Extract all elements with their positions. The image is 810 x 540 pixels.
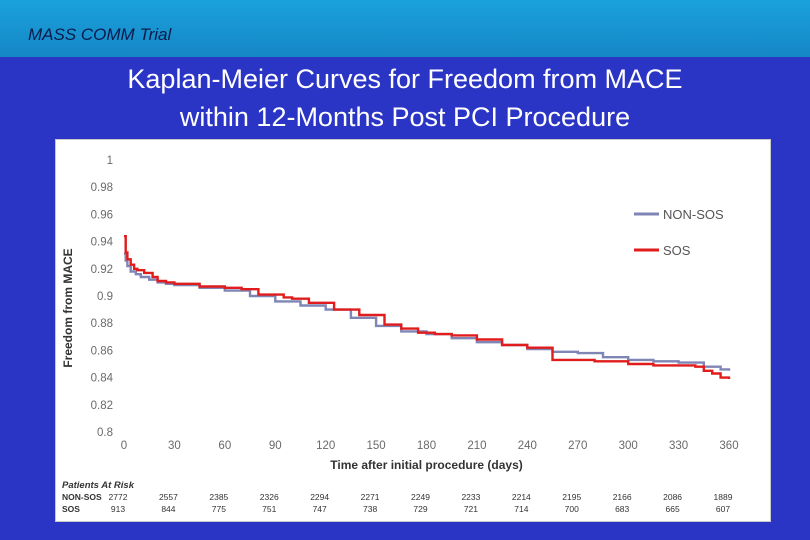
risk-value: 729 bbox=[413, 504, 427, 514]
legend-label: SOS bbox=[663, 243, 691, 258]
risk-row-label: SOS bbox=[62, 504, 80, 514]
patients-at-risk-header: Patients At Risk bbox=[62, 480, 135, 491]
top-banner: MASS COMM Trial bbox=[0, 0, 810, 57]
y-tick-label: 0.88 bbox=[91, 318, 113, 330]
risk-value: 2086 bbox=[663, 492, 682, 502]
y-tick-label: 0.84 bbox=[91, 373, 114, 385]
slide-title-line-2: within 12-Months Post PCI Procedure bbox=[179, 102, 631, 132]
risk-value: 2195 bbox=[562, 492, 581, 502]
x-tick-label: 330 bbox=[669, 440, 688, 452]
y-tick-label: 0.98 bbox=[91, 182, 113, 194]
slide-title: Kaplan-Meier Curves for Freedom from MAC… bbox=[0, 60, 810, 136]
y-tick-label: 0.86 bbox=[91, 345, 113, 357]
risk-value: 913 bbox=[111, 504, 125, 514]
x-tick-label: 150 bbox=[366, 440, 385, 452]
x-tick-label: 210 bbox=[467, 440, 486, 452]
y-tick-label: 0.94 bbox=[91, 237, 114, 249]
y-tick-label: 0.9 bbox=[97, 291, 113, 303]
risk-row-label: NON-SOS bbox=[62, 492, 102, 502]
slide-title-line-1: Kaplan-Meier Curves for Freedom from MAC… bbox=[127, 64, 683, 94]
risk-value: 2249 bbox=[411, 492, 430, 502]
x-tick-label: 60 bbox=[218, 440, 231, 452]
y-tick-labels: 1 0.98 0.96 0.94 0.92 0.9 0.88 0.86 0.84 0.82 0.8 bbox=[91, 155, 114, 439]
km-chart: 10.980.960.940.920.90.880.860.840.820.8 … bbox=[61, 155, 739, 514]
series-line-sos bbox=[124, 235, 731, 379]
trial-label: MASS COMM Trial bbox=[28, 25, 172, 44]
risk-value: 2214 bbox=[512, 492, 531, 502]
risk-value: 2166 bbox=[613, 492, 632, 502]
chart-panel: 1 0.98 0.96 0.94 0.92 0.9 0.88 0.86 0.84 0.82 0.8 … bbox=[55, 139, 771, 522]
x-tick-label: 270 bbox=[568, 440, 587, 452]
risk-value: 751 bbox=[262, 504, 276, 514]
risk-value: 700 bbox=[565, 504, 579, 514]
risk-value: 721 bbox=[464, 504, 478, 514]
risk-value: 2326 bbox=[260, 492, 279, 502]
y-tick-label: 0.96 bbox=[91, 209, 113, 221]
risk-value: 2772 bbox=[109, 492, 128, 502]
risk-value: 683 bbox=[615, 504, 629, 514]
x-tick-labels: 0 30 60 90 120 150 180 210 240 270 300 330 360 bbox=[121, 440, 739, 452]
x-tick-label: 300 bbox=[619, 440, 638, 452]
x-tick-label: 360 bbox=[719, 440, 738, 452]
risk-value: 2385 bbox=[209, 492, 228, 502]
risk-value: 665 bbox=[665, 504, 679, 514]
x-axis-label: Time after initial procedure (days) bbox=[330, 458, 523, 472]
y-axis-label: Freedom from MACE bbox=[61, 248, 75, 367]
series-lines bbox=[124, 235, 731, 379]
y-tick-label: 1 bbox=[107, 155, 113, 167]
x-tick-label: 240 bbox=[518, 440, 537, 452]
legend-label: NON-SOS bbox=[663, 207, 724, 222]
y-tick-label: 0.8 bbox=[97, 427, 113, 439]
risk-value: 775 bbox=[212, 504, 226, 514]
risk-value: 738 bbox=[363, 504, 377, 514]
risk-value: 2294 bbox=[310, 492, 329, 502]
risk-value: 747 bbox=[313, 504, 327, 514]
x-tick-label: 120 bbox=[316, 440, 335, 452]
legend: NON-SOS SOS bbox=[634, 207, 724, 258]
risk-value: 844 bbox=[161, 504, 175, 514]
y-tick-label: 0.92 bbox=[91, 264, 113, 276]
series-line-non-sos bbox=[124, 252, 731, 371]
y-tick-label: 0.82 bbox=[91, 400, 113, 412]
x-tick-label: 0 bbox=[121, 440, 127, 452]
x-tick-label: 30 bbox=[168, 440, 181, 452]
risk-value: 607 bbox=[716, 504, 730, 514]
risk-value: 2557 bbox=[159, 492, 178, 502]
risk-value: 1889 bbox=[714, 492, 733, 502]
risk-value: 714 bbox=[514, 504, 528, 514]
x-tick-label: 90 bbox=[269, 440, 282, 452]
x-tick-label: 180 bbox=[417, 440, 436, 452]
risk-value: 2233 bbox=[461, 492, 480, 502]
risk-value: 2271 bbox=[361, 492, 380, 502]
